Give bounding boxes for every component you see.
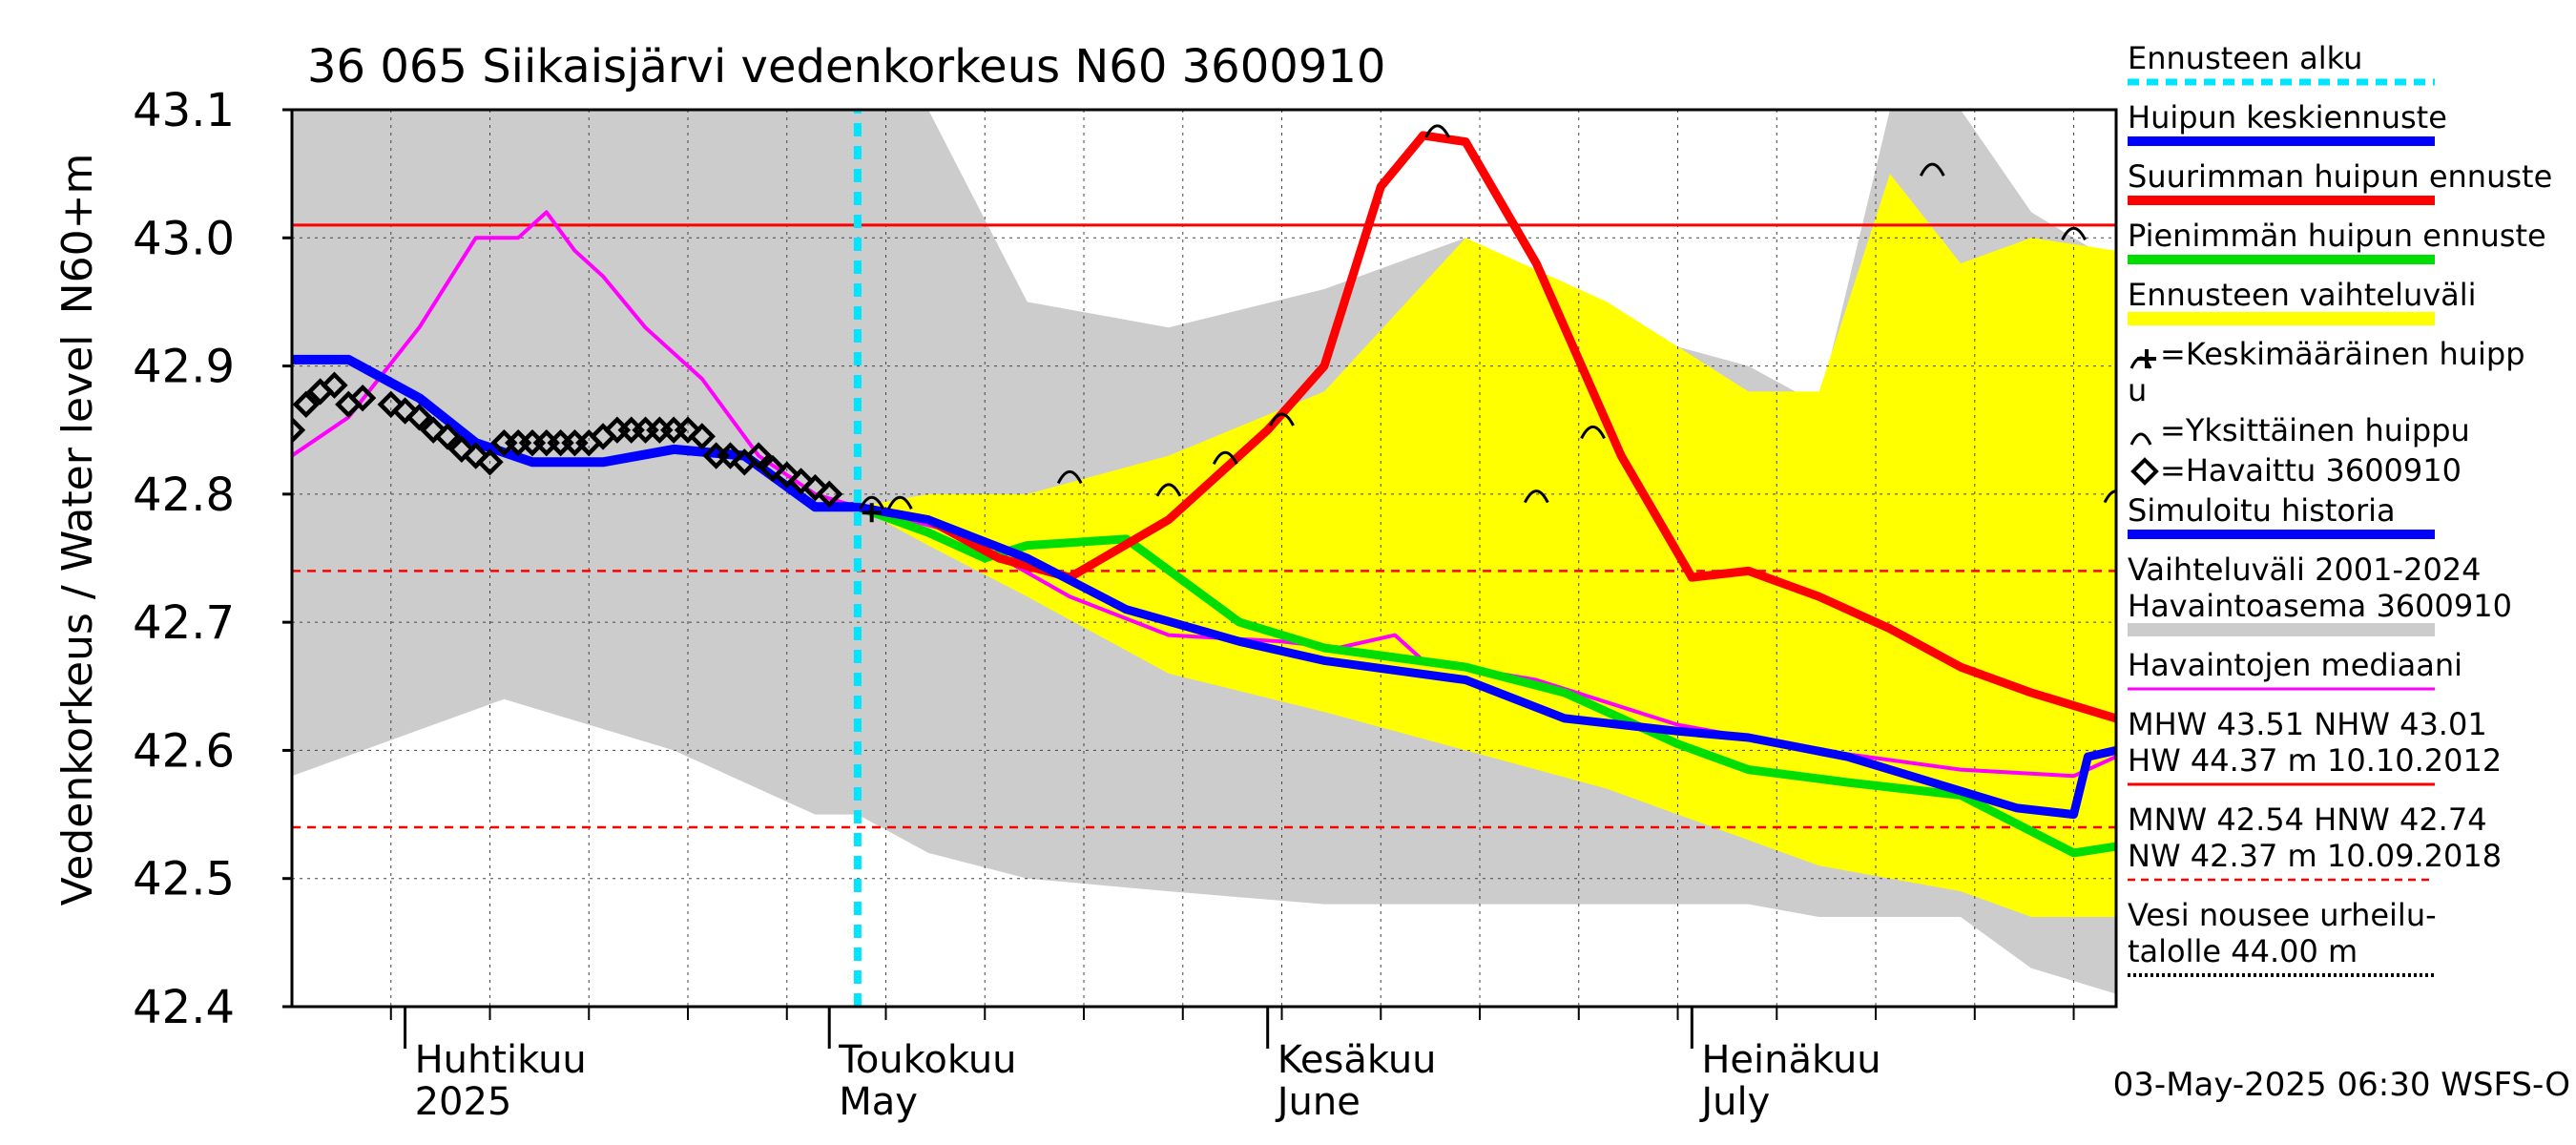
observed-point	[717, 442, 744, 469]
month-label-secondary: 2025	[415, 1080, 512, 1124]
plot-area	[292, 110, 2116, 1007]
observed-point	[292, 416, 306, 444]
peak-marker	[1919, 162, 1945, 177]
observed-point	[377, 390, 405, 419]
month-label: Huhtikuu	[415, 1038, 587, 1082]
legend: Ennusteen alku Huipun keskiennuste Suurimm…	[2128, 40, 2552, 977]
observed-point	[816, 480, 843, 509]
y-tick-label: 42.9	[133, 341, 235, 394]
observed-point	[744, 442, 773, 469]
legend-item: Simuloitu historia	[2128, 492, 2435, 539]
series-line-huipun-keskiennuste	[853, 502, 2116, 820]
peak-marker	[1523, 489, 1549, 504]
y-tick-label: 42.7	[133, 596, 235, 650]
month-label-secondary: May	[839, 1080, 918, 1124]
month-label: Toukokuu	[838, 1038, 1016, 1082]
legend-label: Havaintojen mediaani	[2128, 647, 2462, 683]
legend-item: Vaihteluväli 2001-2024 Havaintoasema 360…	[2128, 552, 2512, 636]
peak-marker	[1580, 425, 1606, 440]
peak-marker	[2103, 489, 2116, 504]
peak-marker	[1155, 483, 1182, 497]
legend-diamond-symbol	[2130, 457, 2159, 486]
legend-item: Ennusteen alku	[2128, 40, 2435, 86]
footer-timestamp: 03-May-2025 06:30 WSFS-O	[2113, 1066, 2570, 1104]
observed-point	[420, 416, 447, 444]
y-tick-label: 42.5	[133, 853, 235, 906]
legend-item: Havaintojen mediaani	[2128, 647, 2462, 691]
legend-item: =Havaittu 3600910	[2130, 452, 2462, 489]
legend-label: Ennusteen alku	[2128, 40, 2362, 76]
legend-label-secondary: talolle 44.00 m	[2128, 933, 2358, 969]
month-label: Kesäkuu	[1278, 1038, 1437, 1082]
observed-point	[476, 448, 504, 476]
y-tick-label: 42.6	[133, 724, 235, 778]
peak-marker	[2061, 226, 2087, 240]
legend-label: MHW 43.51 NHW 43.01	[2128, 706, 2487, 742]
legend-item: Huipun keskiennuste	[2128, 99, 2447, 146]
observed-point	[688, 423, 717, 450]
peak-marker	[859, 495, 885, 510]
legend-label: Pienimmän huipun ennuste	[2128, 218, 2546, 254]
legend-label: Huipun keskiennuste	[2128, 99, 2447, 135]
observed-point	[447, 435, 476, 464]
legend-item: Pienimmän huipun ennuste	[2128, 218, 2546, 264]
y-axis-unit-label: N60+m	[53, 154, 102, 315]
forecast-range-band	[857, 174, 2116, 918]
legend-label: MNW 42.54 HNW 42.74	[2128, 802, 2487, 838]
y-tick-label: 43.0	[133, 212, 235, 265]
legend-label: Ennusteen vaihteluväli	[2128, 277, 2477, 313]
observed-point	[462, 442, 489, 469]
legend-label: =Havaittu 3600910	[2160, 452, 2462, 489]
legend-label: Suurimman huipun ennuste	[2128, 158, 2552, 195]
legend-average-symbol	[2137, 349, 2156, 368]
legend-label-secondary: u	[2128, 372, 2147, 408]
peak-marker	[1212, 450, 1238, 465]
legend-item: Vesi nousee urheilu-talolle 44.00 m	[2128, 897, 2437, 977]
chart-title: 36 065 Siikaisjärvi vedenkorkeus N60 360…	[307, 40, 1385, 94]
month-label: Heinäkuu	[1701, 1038, 1880, 1082]
legend-peak-symbol	[2129, 432, 2152, 446]
legend-item: Suurimman huipun ennuste	[2128, 158, 2552, 205]
month-label-secondary: July	[1698, 1080, 1770, 1124]
observed-point	[773, 461, 800, 489]
legend-label-secondary: HW 44.37 m 10.10.2012	[2128, 742, 2502, 779]
y-tick-label: 42.4	[133, 981, 235, 1034]
peak-marker	[1056, 469, 1083, 485]
legend-label: Simuloitu historia	[2128, 492, 2396, 529]
y-axis-label: Vedenkorkeus / Water level	[53, 335, 102, 906]
y-tick-label: 42.8	[133, 468, 235, 522]
y-tick-label: 43.1	[133, 84, 235, 137]
legend-label: Vesi nousee urheilu-	[2128, 897, 2437, 933]
observed-point	[292, 390, 321, 419]
legend-label-secondary: NW 42.37 m 10.09.2018	[2128, 838, 2502, 874]
average-peak-marker	[862, 503, 882, 523]
observed-point	[758, 454, 787, 483]
legend-label: =Keskimääräinen huipp	[2160, 336, 2525, 372]
legend-item: Ennusteen vaihteluväli	[2128, 277, 2477, 325]
observed-point	[801, 473, 829, 502]
observed-point	[405, 404, 433, 431]
peak-marker	[886, 495, 913, 510]
legend-label: =Yksittäinen huippu	[2160, 412, 2470, 448]
month-label-secondary: June	[1275, 1080, 1361, 1124]
peak-marker	[1424, 124, 1450, 138]
legend-item: =Yksittäinen huippu	[2129, 412, 2470, 448]
plot-frame	[290, 108, 2118, 1009]
observed-point	[674, 416, 702, 444]
observed-point	[391, 397, 419, 425]
peak-marker	[1269, 412, 1295, 427]
observed-point	[348, 384, 377, 412]
observed-point	[321, 371, 348, 399]
observed-point	[433, 423, 462, 450]
legend-item: =Keskimääräinen huipp u	[2128, 336, 2525, 408]
legend-label-secondary: Havaintoasema 3600910	[2128, 588, 2512, 624]
observed-point	[787, 468, 815, 495]
legend-label: Vaihteluväli 2001-2024	[2128, 552, 2482, 588]
